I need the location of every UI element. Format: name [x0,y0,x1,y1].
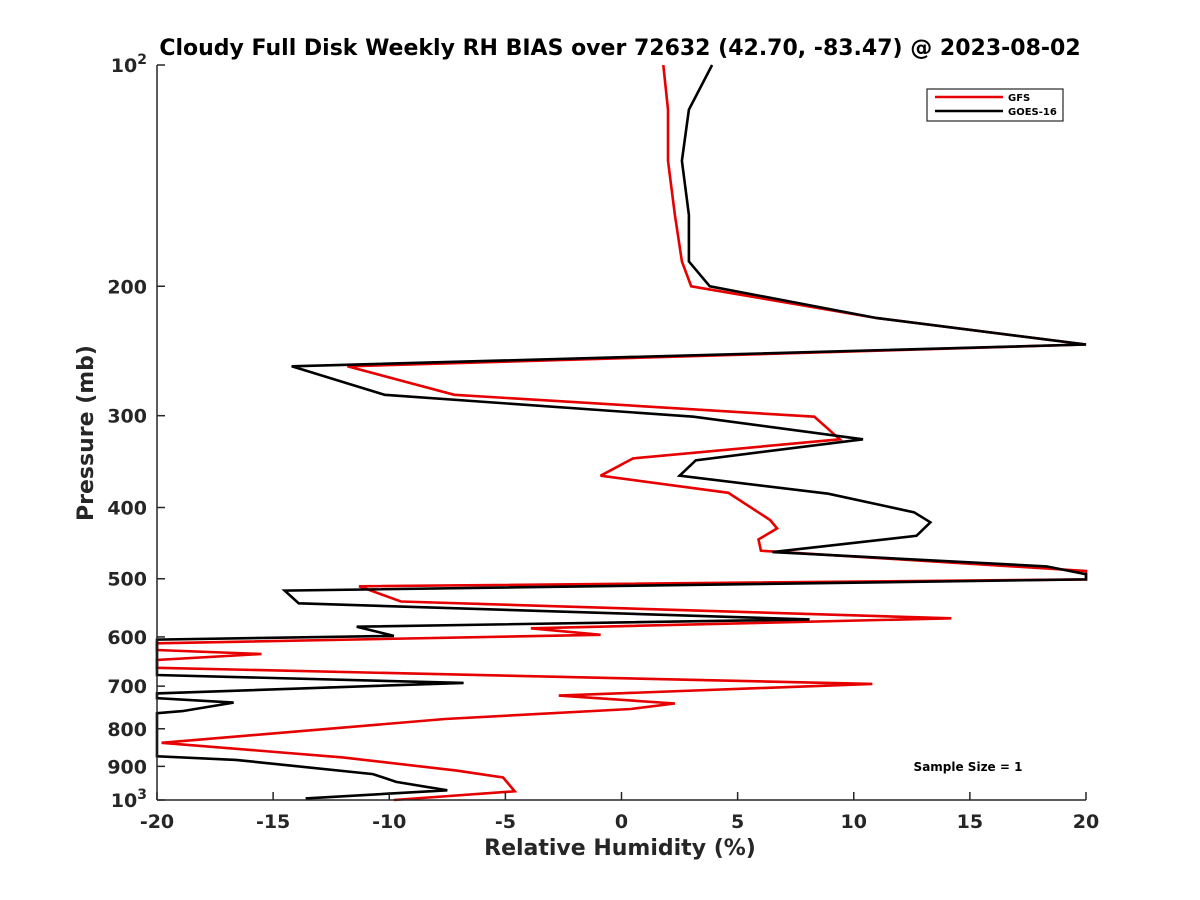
y-tick-label: 103 [111,787,147,812]
legend-label-goes16: GOES-16 [1008,107,1057,118]
y-axis-ticks: 102 200 300 400 500 600 700 800 900 103 [107,52,165,812]
x-tick-label: 10 [841,811,867,833]
legend-label-gfs: GFS [1008,93,1030,104]
y-tick-label: 300 [107,406,147,428]
y-tick-label: 200 [107,276,147,298]
legend: GFS GOES-16 [926,88,1064,122]
x-tick-label: 0 [615,811,628,833]
y-tick-label: 800 [107,719,147,741]
y-tick-label: 600 [107,627,147,649]
x-tick-label: 20 [1073,811,1099,833]
x-axis-label: Relative Humidity (%) [484,836,756,861]
sample-size-annotation: Sample Size = 1 [914,760,1023,774]
x-tick-label: -20 [140,811,174,833]
y-tick-label: 700 [107,676,147,698]
series-line-goes16 [155,64,1088,800]
y-tick-label: 102 [111,52,147,77]
y-tick-label: 900 [107,756,147,778]
y-tick-label: 500 [107,569,147,591]
series-layer [155,64,1088,802]
x-axis-ticks: -20 -15 -10 -5 0 5 10 15 20 [140,792,1099,833]
legend-box [926,88,1064,122]
x-tick-label: -15 [256,811,290,833]
y-axis-label: Pressure (mb) [74,345,99,521]
chart-title: Cloudy Full Disk Weekly RH BIAS over 726… [159,36,1080,61]
y-tick-label: 400 [107,498,147,520]
plot-area: -20 -15 -10 -5 0 5 10 15 20 102 200 300 400 500 600 70… [107,52,1099,833]
x-tick-label: 15 [957,811,983,833]
x-tick-label: -5 [495,811,516,833]
x-tick-label: -10 [372,811,406,833]
x-tick-label: 5 [731,811,744,833]
